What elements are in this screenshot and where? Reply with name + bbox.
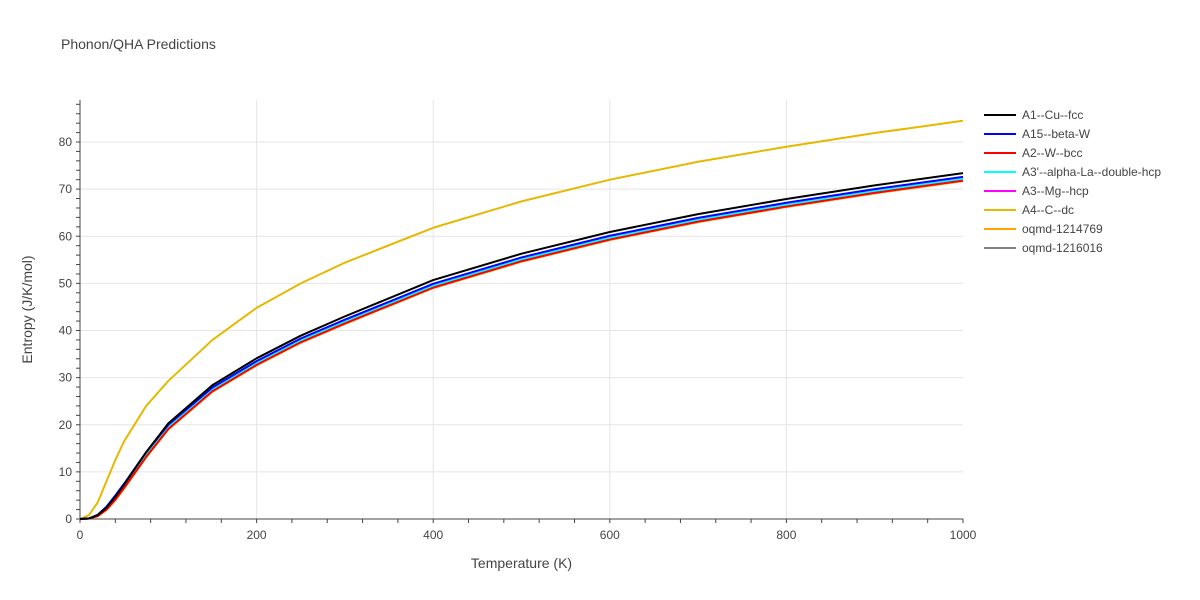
legend-swatch-icon [984, 151, 1016, 154]
legend-item[interactable]: A4--C--dc [984, 200, 1161, 219]
series-line[interactable] [79, 179, 964, 520]
legend-item[interactable]: A3'--alpha-La--double-hcp [984, 162, 1161, 181]
legend-swatch-icon [984, 208, 1016, 211]
series-line[interactable] [79, 172, 964, 520]
y-axis-title: Entropy (J/K/mol) [19, 255, 35, 363]
series-line[interactable] [79, 177, 964, 520]
y-tick-label: 60 [59, 229, 73, 243]
y-tick-label: 10 [59, 465, 73, 479]
y-tick-label: 30 [59, 371, 73, 385]
legend-item[interactable]: A3--Mg--hcp [984, 181, 1161, 200]
legend-swatch-icon [984, 113, 1016, 116]
series-line[interactable] [79, 178, 964, 520]
series-line[interactable] [79, 175, 964, 520]
legend-item[interactable]: A15--beta-W [984, 124, 1161, 143]
legend-swatch-icon [984, 227, 1016, 230]
x-axis-title: Temperature (K) [471, 555, 572, 571]
y-tick-label: 50 [59, 276, 73, 290]
legend-item[interactable]: A1--Cu--fcc [984, 105, 1161, 124]
x-tick-label: 800 [776, 528, 796, 542]
legend-item[interactable]: oqmd-1216016 [984, 238, 1161, 257]
legend-swatch-icon [984, 246, 1016, 249]
legend-label: A2--W--bcc [1022, 145, 1083, 160]
y-tick-label: 80 [59, 135, 73, 149]
y-tick-label: 40 [59, 324, 73, 338]
y-tick-label: 20 [59, 418, 73, 432]
legend-label: oqmd-1214769 [1022, 221, 1103, 236]
chart-legend: A1--Cu--fcc A15--beta-W A2--W--bcc A3'--alp… [984, 105, 1161, 257]
y-tick-label: 70 [59, 182, 73, 196]
legend-item[interactable]: A2--W--bcc [984, 143, 1161, 162]
y-tick-label: 0 [65, 512, 72, 526]
legend-label: A1--Cu--fcc [1022, 107, 1084, 122]
legend-label: A3'--alpha-La--double-hcp [1022, 164, 1162, 179]
legend-label: A4--C--dc [1022, 202, 1075, 217]
legend-label: A15--beta-W [1022, 126, 1091, 141]
x-tick-label: 1000 [950, 528, 977, 542]
x-tick-label: 600 [600, 528, 620, 542]
legend-swatch-icon [984, 132, 1016, 135]
series-line[interactable] [79, 119, 964, 520]
legend-label: oqmd-1216016 [1022, 240, 1103, 255]
series-line[interactable] [79, 180, 964, 520]
x-tick-label: 200 [247, 528, 267, 542]
legend-swatch-icon [984, 189, 1016, 192]
x-tick-label: 0 [77, 528, 84, 542]
legend-item[interactable]: oqmd-1214769 [984, 219, 1161, 238]
series-line[interactable] [79, 177, 964, 520]
legend-swatch-icon [984, 170, 1016, 173]
x-tick-label: 400 [423, 528, 443, 542]
chart-title: Phonon/QHA Predictions [61, 36, 216, 52]
legend-label: A3--Mg--hcp [1022, 183, 1089, 198]
